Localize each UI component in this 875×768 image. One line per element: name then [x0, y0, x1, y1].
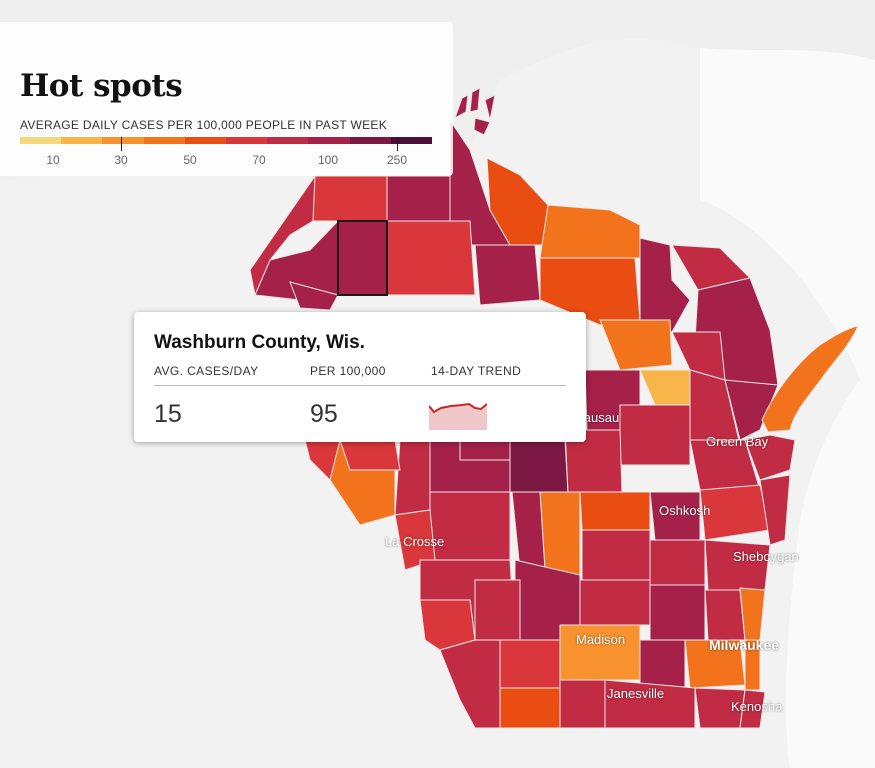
legend-tick-10: 10 [46, 153, 60, 167]
county-shape[interactable] [439, 639, 501, 729]
legend-scale-segment [61, 137, 103, 144]
county-shape[interactable] [511, 491, 546, 571]
trend-line [429, 402, 487, 414]
county-shape[interactable] [649, 539, 706, 586]
county-shape[interactable] [744, 434, 796, 481]
county-tooltip: Washburn County, Wis. AVG. CASES/DAY PER… [134, 312, 586, 442]
tooltip-value-cases: 15 [154, 400, 182, 428]
legend-scale-segment [308, 137, 351, 144]
county-shape[interactable] [559, 679, 606, 729]
tooltip-header-trend: 14-DAY TREND [431, 364, 522, 378]
county-door[interactable] [761, 325, 859, 433]
county-shape[interactable] [539, 204, 641, 259]
county-shape[interactable] [539, 491, 581, 576]
city-label-madison: Madison [576, 632, 626, 647]
legend-tick-50: 50 [183, 153, 197, 167]
legend-scale-segment [267, 137, 309, 144]
legend-scale-segment [143, 137, 186, 144]
county-shape[interactable] [579, 579, 651, 626]
island-shape [484, 94, 496, 121]
county-shape[interactable] [509, 439, 569, 493]
legend-tick-mark [397, 137, 398, 151]
city-label-milwaukee: Milwaukee [709, 637, 780, 653]
washburn-county-highlight[interactable] [337, 220, 388, 296]
county-shape[interactable] [339, 439, 401, 471]
city-label-oshkosh: Oshkosh [659, 503, 711, 518]
county-shape[interactable] [739, 689, 766, 729]
county-shape[interactable] [759, 474, 791, 546]
legend-tick-30: 30 [114, 153, 128, 167]
county-shape[interactable] [599, 319, 673, 371]
city-label-sheboygan: Sheboygan [733, 549, 799, 564]
page-title: Hot spots [20, 68, 183, 104]
county-shape[interactable] [429, 491, 511, 561]
city-label-green-bay: Green Bay [706, 434, 769, 449]
island-shape [469, 87, 481, 113]
county-shape[interactable] [249, 174, 316, 297]
tooltip-value-per100k: 95 [310, 400, 338, 428]
legend-subtitle: AVERAGE DAILY CASES PER 100,000 PEOPLE I… [20, 118, 388, 132]
trend-sparkline [429, 402, 487, 430]
legend-scale-segment [349, 137, 392, 144]
county-shape[interactable] [386, 175, 451, 222]
county-shape[interactable] [499, 687, 561, 729]
legend-panel: Hot spots AVERAGE DAILY CASES PER 100,00… [0, 22, 453, 176]
legend-scale-segment [226, 137, 268, 144]
legend-tick-100: 100 [317, 153, 339, 167]
county-shape[interactable] [499, 639, 561, 689]
lake-michigan [700, 20, 875, 768]
county-shapes[interactable] [249, 87, 796, 729]
county-shape[interactable] [579, 491, 651, 531]
county-shape[interactable] [704, 589, 746, 641]
legend-tick-250: 250 [386, 153, 408, 167]
tooltip-county-name: Washburn County, Wis. [154, 332, 365, 353]
county-shape[interactable] [699, 484, 771, 541]
county-shape[interactable] [619, 404, 691, 466]
trend-area [429, 404, 487, 430]
legend-scale-segment [184, 137, 227, 144]
city-label-kenosha: Kenosha [731, 699, 783, 714]
tooltip-header-cases: AVG. CASES/DAY [154, 364, 259, 378]
island-shape [454, 94, 469, 120]
tooltip-divider [154, 385, 566, 386]
legend-scale-segment [20, 137, 62, 144]
county-shape[interactable] [394, 439, 431, 516]
county-shape[interactable] [744, 639, 761, 691]
county-shape[interactable] [581, 529, 651, 581]
county-shape[interactable] [474, 579, 521, 641]
county-shape[interactable] [649, 584, 706, 641]
legend-scale-segment [390, 137, 433, 144]
county-shape[interactable] [386, 220, 476, 296]
county-shape[interactable] [639, 639, 686, 691]
county-shape[interactable] [312, 175, 388, 222]
city-label-janesville: Janesville [607, 686, 665, 701]
legend-scale-segment [102, 137, 145, 144]
county-shape[interactable] [604, 679, 696, 729]
tooltip-header-per100k: PER 100,000 [310, 364, 386, 378]
county-shape[interactable] [704, 539, 771, 591]
legend-tick-70: 70 [252, 153, 266, 167]
county-shape[interactable] [724, 379, 779, 441]
city-label-la-crosse: La Crosse [385, 534, 445, 549]
county-shape[interactable] [474, 244, 541, 306]
county-shape[interactable] [739, 587, 766, 641]
island-shape [473, 117, 491, 136]
county-shape[interactable] [639, 369, 691, 406]
legend-tick-mark [121, 137, 122, 151]
legend-color-scale [20, 137, 433, 144]
county-shape[interactable] [289, 281, 339, 311]
